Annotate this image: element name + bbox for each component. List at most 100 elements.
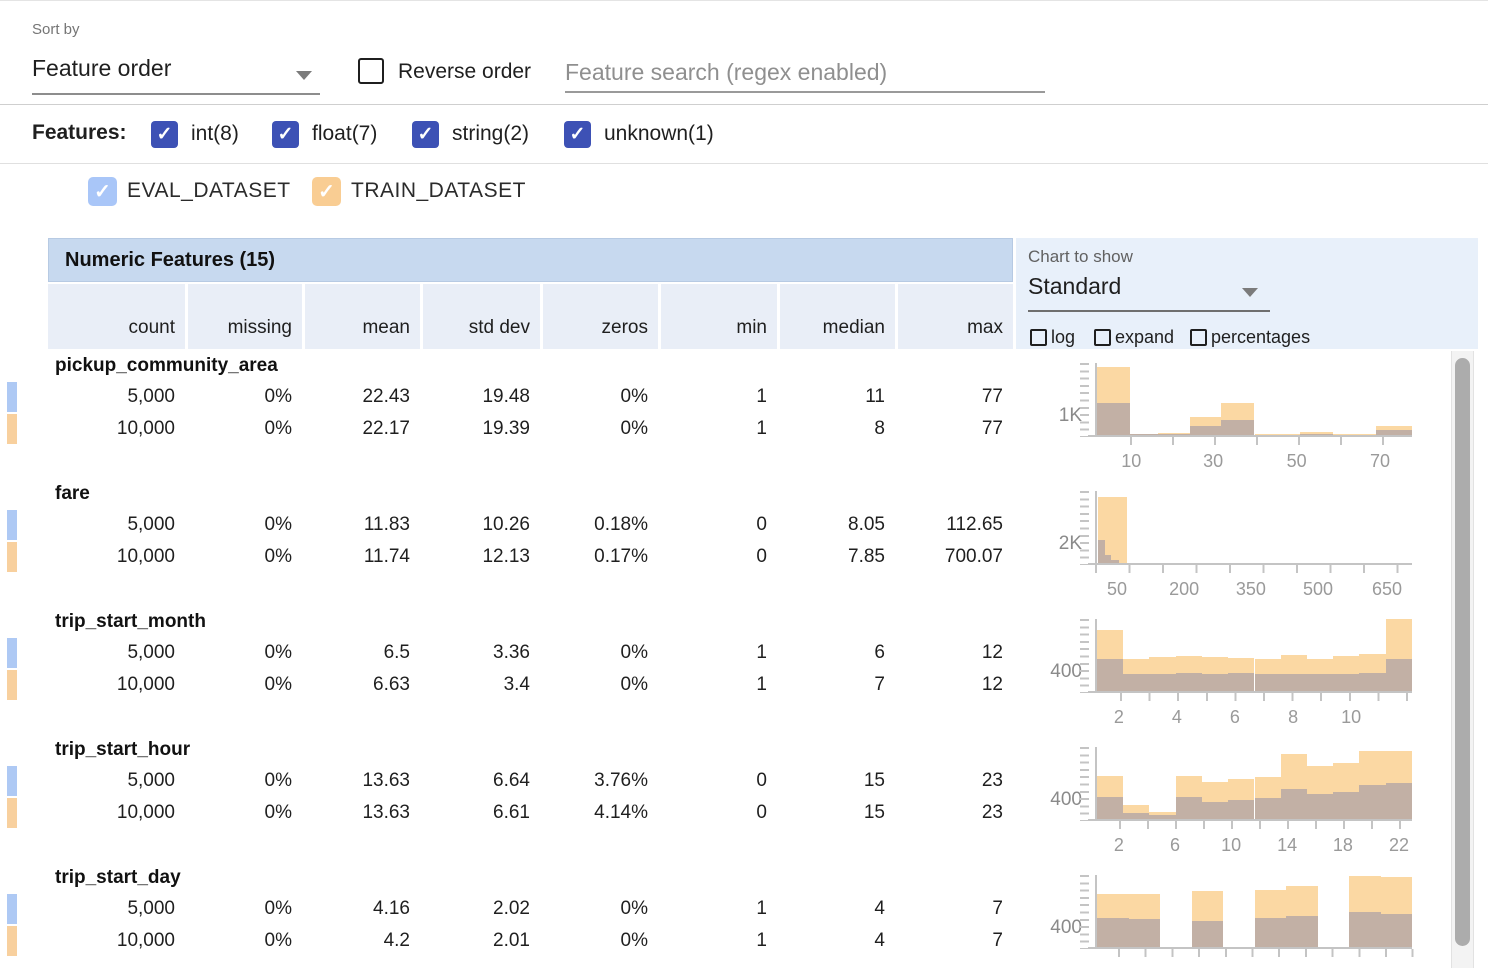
chart-option-percentages[interactable]: percentages [1190,327,1310,348]
sort-by-dropdown[interactable]: Feature order [32,55,172,81]
feature-name: trip_start_month [55,611,206,632]
feature-section-trip_start_day: trip_start_day 5,000 0% 4.16 2.02 0% 1 4 7 10,000… [0,865,1488,968]
stat-zeros: 0% [620,386,648,407]
eval-overlap-bar [1201,674,1229,691]
checkbox-unchecked-icon[interactable] [1190,329,1207,346]
stat-std dev: 2.02 [493,898,530,919]
column-header-missing: missing [185,284,302,349]
dataset-toggle-train_dataset[interactable]: ✓ TRAIN_DATASET [312,175,526,207]
checkbox-checked-icon[interactable]: ✓ [312,176,341,206]
stat-max: 12 [981,642,1003,663]
x-tick-label: 6 [1229,707,1240,727]
stat-zeros: 0% [620,674,648,695]
stat-median: 15 [863,802,885,823]
numeric-features-title: Numeric Features (15) [65,248,276,271]
histogram-plot [1095,875,1412,947]
x-tick-label: 22 [1388,835,1409,855]
reverse-order-label[interactable]: Reverse order [398,60,532,83]
chart-option-expand[interactable]: expand [1094,327,1174,348]
dataset-swatch-train [7,670,17,700]
dataset-swatch-eval [7,766,17,796]
checkbox-checked-icon[interactable]: ✓ [88,176,117,206]
numeric-features-header: Numeric Features (15) [48,238,1013,282]
x-tick-label: 8 [1288,707,1299,727]
eval-overlap-bar [1189,426,1222,435]
sort-by-underline [32,93,320,95]
features-filter-label: Features: [32,121,127,144]
eval-overlap-bar [1221,420,1255,435]
eval-overlap-bar [1158,434,1190,435]
stat-max: 23 [981,770,1003,791]
chart-to-show-label: Chart to show [1028,247,1133,266]
stat-count: 5,000 [127,770,175,791]
chevron-down-icon[interactable] [1242,288,1258,297]
eval-overlap-bar [1228,673,1255,691]
checkbox-unchecked-icon[interactable] [1030,329,1047,346]
y-axis-ticks [1080,363,1089,437]
chart-option-label: log [1051,327,1076,347]
checkbox-checked-icon[interactable]: ✓ [272,120,299,148]
stat-median: 7.85 [848,546,885,567]
chart-option-log[interactable]: log [1030,327,1075,348]
eval-overlap-bar [1097,403,1131,435]
x-tick-label: 50 [1286,451,1307,471]
reverse-order-checkbox[interactable] [358,58,384,84]
x-tick-label: 18 [1332,835,1353,855]
dataset-toggle-eval_dataset[interactable]: ✓ EVAL_DATASET [88,175,291,207]
stat-median: 7 [874,674,885,695]
scrollbar-thumb[interactable] [1455,358,1470,946]
stat-missing: 0% [264,802,292,823]
y-axis-label: 1K [1058,405,1082,426]
feature-type-filter-int[interactable]: ✓ int(8) [151,119,239,149]
stat-std dev: 19.48 [482,386,530,407]
feature-type-filter-float[interactable]: ✓ float(7) [272,119,377,149]
train-bar [1254,434,1301,435]
x-axis-ticks [1130,437,1414,445]
chart-option-label: expand [1115,327,1175,347]
stat-row-eval: 5,000 0% 13.63 6.64 3.76% 0 15 23 [48,765,1013,797]
stat-min: 1 [756,418,767,439]
feature-type-filter-unknown[interactable]: ✓ unknown(1) [564,119,714,149]
feature-search-input[interactable] [565,53,1045,93]
dataset-swatch-eval [7,894,17,924]
eval-overlap-bar [1306,674,1334,691]
eval-overlap-bar [1149,815,1176,819]
histogram-plot [1095,363,1412,435]
x-tick-label: 10 [1221,835,1242,855]
chart-type-dropdown[interactable]: Standard [1028,273,1122,299]
x-tick-label: 4 [1171,707,1182,727]
stat-max: 112.65 [946,514,1003,535]
chart-type-underline [1028,310,1270,312]
column-header-std-dev: std dev [420,284,540,349]
feature-type-label: string(2) [452,122,530,145]
feature-type-filter-string[interactable]: ✓ string(2) [412,119,529,149]
stat-count: 10,000 [116,674,175,695]
checkbox-checked-icon[interactable]: ✓ [151,120,178,148]
stat-std dev: 3.4 [503,674,530,695]
eval-overlap-bar [1201,802,1229,819]
eval-overlap-bar [1123,674,1150,691]
stat-missing: 0% [264,386,292,407]
dataset-swatch-eval [7,638,17,668]
stat-missing: 0% [264,898,292,919]
checkbox-unchecked-icon[interactable] [1094,329,1111,346]
feature-name: trip_start_hour [55,739,191,760]
eval-overlap-bar [1228,800,1255,819]
eval-overlap-bar [1359,785,1386,819]
stat-zeros: 0.17% [594,546,648,567]
x-axis-line [1088,819,1412,821]
dataset-swatch-train [7,414,17,444]
stat-row-train: 10,000 0% 4.2 2.01 0% 1 4 7 [48,925,1013,957]
stat-mean: 22.17 [362,418,410,439]
dataset-swatch-train [7,798,17,828]
feature-section-fare: fare 5,000 0% 11.83 10.26 0.18% 0 8.05 112.65 10,… [0,481,1488,609]
histogram-plot [1095,491,1410,563]
stat-count: 10,000 [116,930,175,951]
stat-missing: 0% [264,418,292,439]
stat-std dev: 10.26 [482,514,530,535]
chevron-down-icon[interactable] [296,71,312,80]
checkbox-checked-icon[interactable]: ✓ [564,120,591,148]
y-axis-ticks [1080,491,1089,565]
checkbox-checked-icon[interactable]: ✓ [412,120,439,148]
